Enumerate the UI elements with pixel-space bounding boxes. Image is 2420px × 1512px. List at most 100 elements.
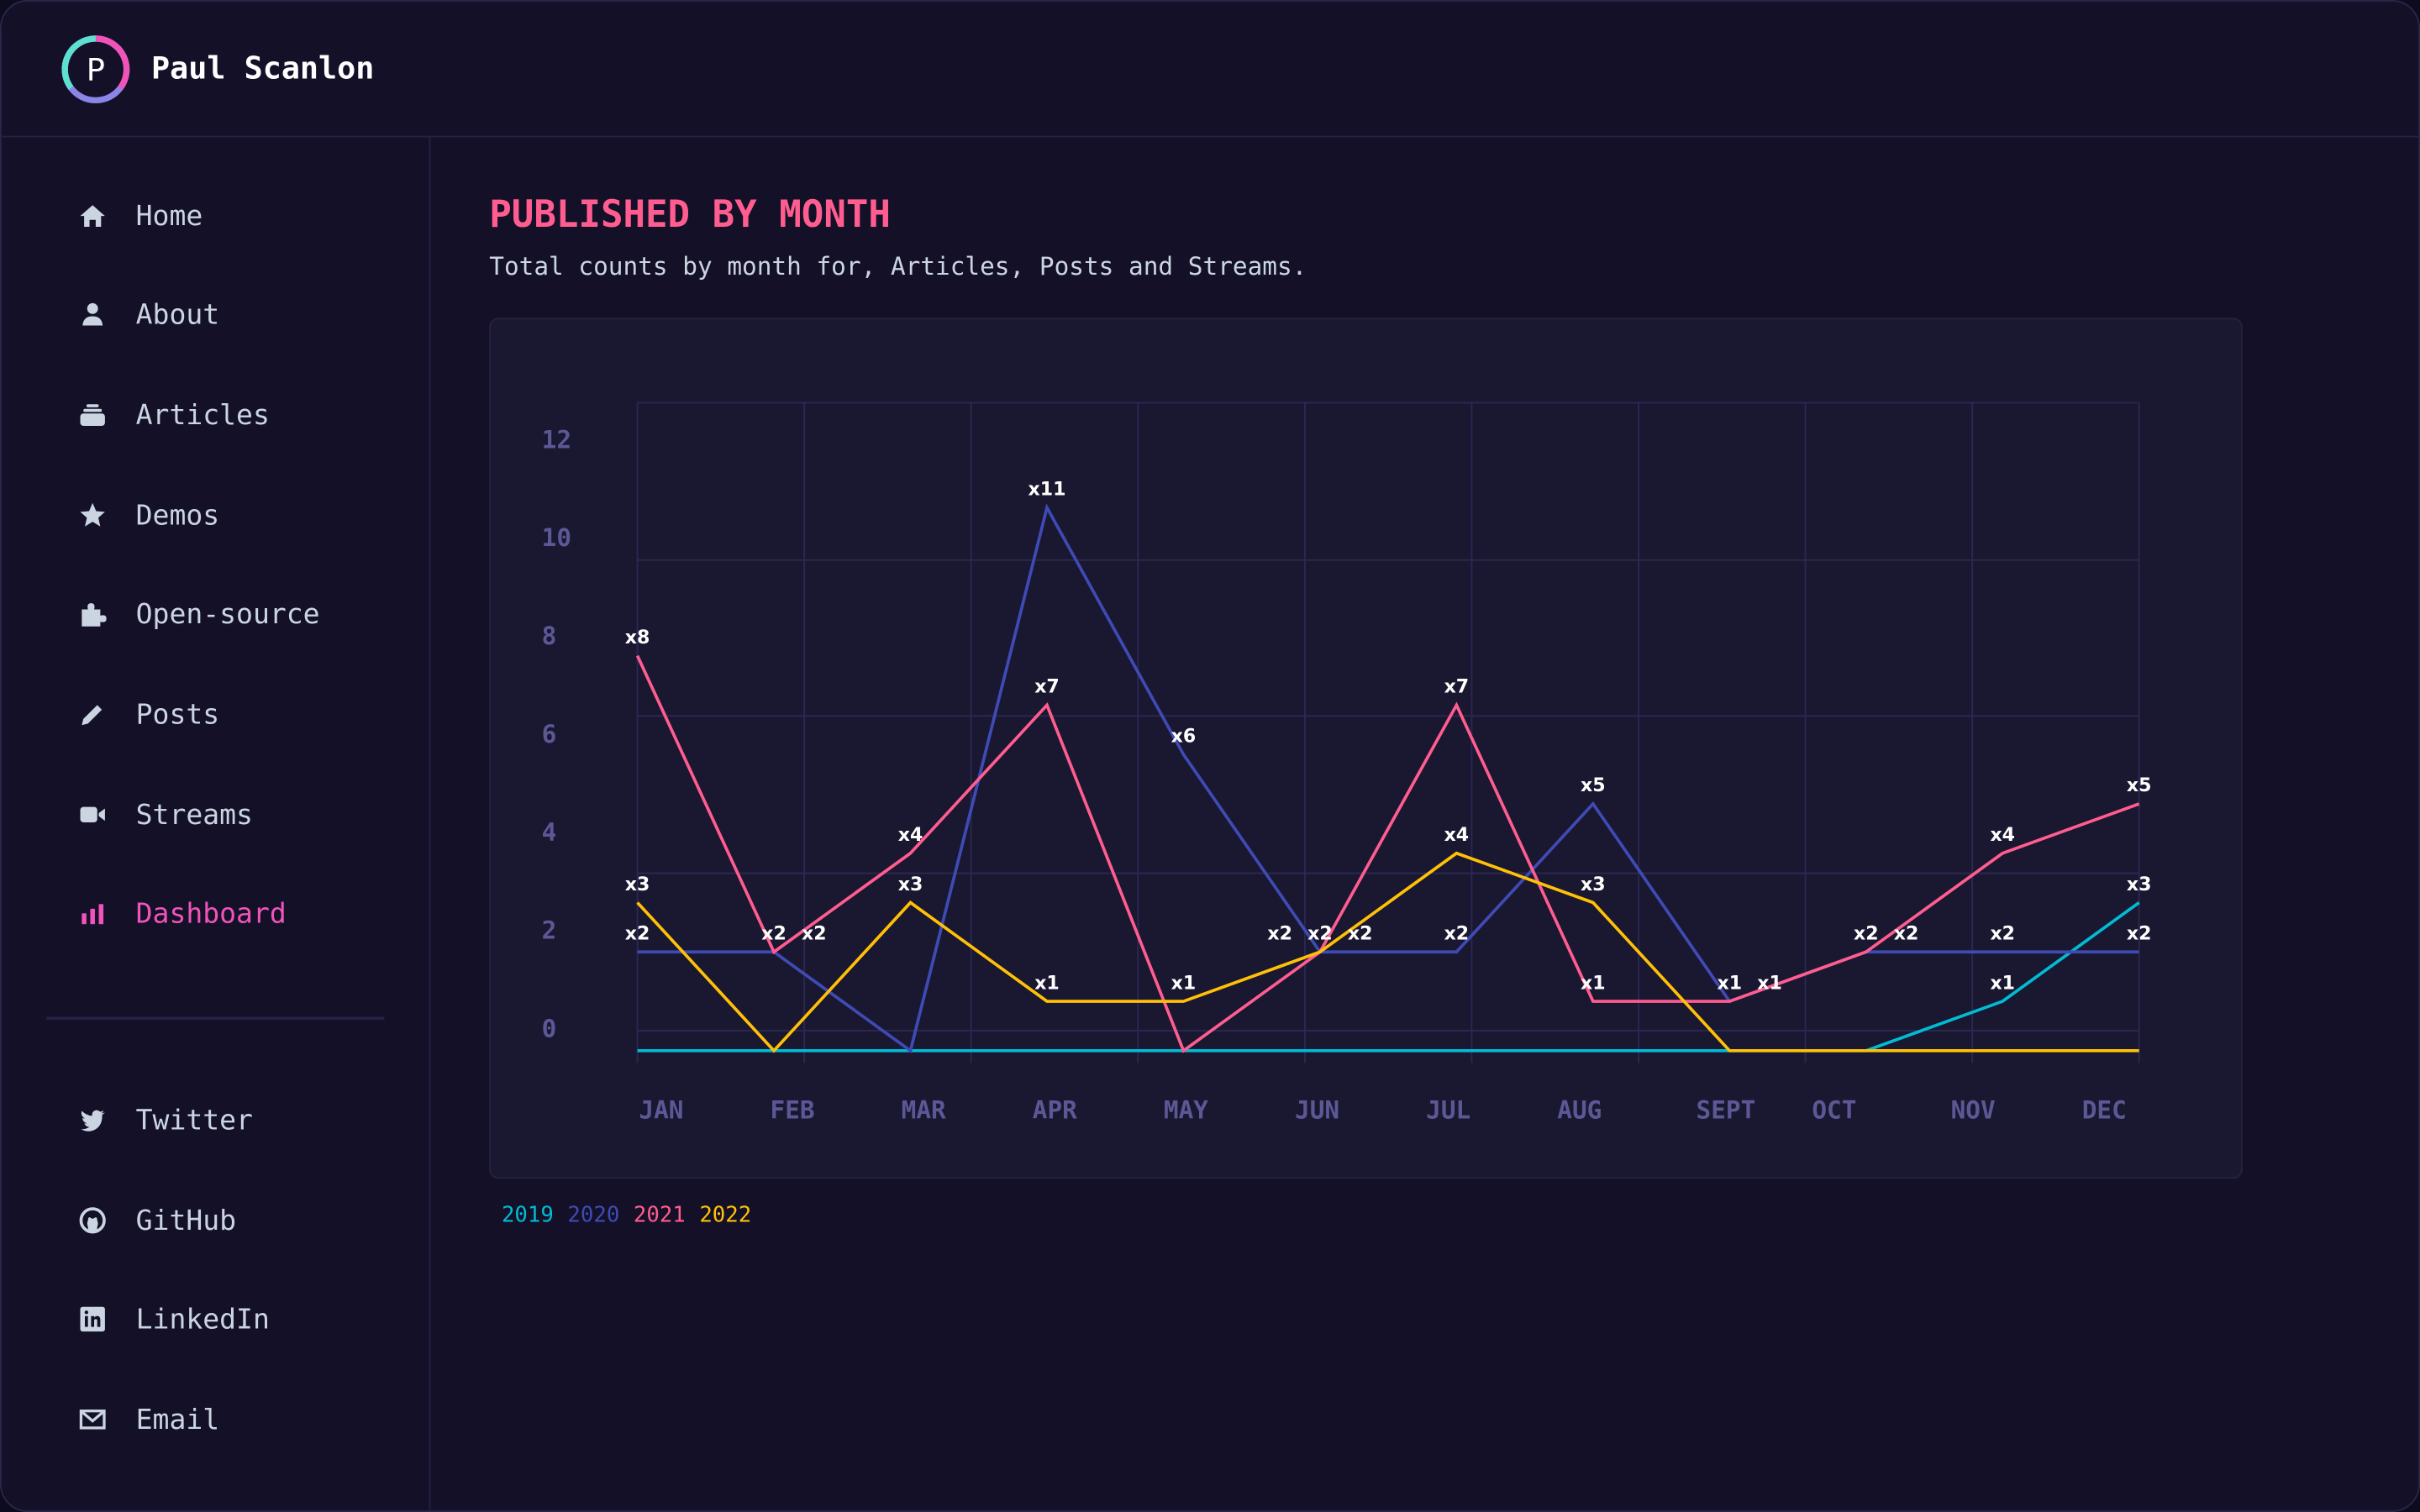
sidebar-item-label: Articles bbox=[135, 398, 270, 432]
x-tick-label: MAR bbox=[902, 1096, 946, 1125]
sidebar-item-label: Streams bbox=[135, 798, 253, 832]
data-label: x3 bbox=[2127, 874, 2152, 895]
series-line-2020 bbox=[637, 503, 2139, 1053]
data-label: x4 bbox=[1444, 825, 1470, 846]
sidebar-item-label: Email bbox=[135, 1403, 220, 1436]
brand-name[interactable]: Paul Scanlon bbox=[151, 49, 375, 87]
data-label: x2 bbox=[1267, 924, 1292, 945]
page-subtitle: Total counts by month for, Articles, Pos… bbox=[489, 251, 1307, 281]
data-label: x4 bbox=[1990, 825, 2015, 846]
sidebar-item-email[interactable]: Email bbox=[76, 1396, 219, 1442]
sidebar-item-label: Twitter bbox=[135, 1104, 253, 1137]
data-label: x2 bbox=[1348, 924, 1373, 945]
github-icon bbox=[76, 1204, 109, 1237]
data-label: x3 bbox=[625, 874, 650, 895]
data-label: x2 bbox=[1894, 924, 1919, 945]
sidebar-item-github[interactable]: GitHub bbox=[76, 1197, 236, 1243]
legend-2019[interactable]: 2019 bbox=[501, 1203, 554, 1229]
x-tick-label: JUL bbox=[1426, 1096, 1470, 1125]
header: P Paul Scanlon bbox=[1, 2, 2419, 138]
sidebar-item-label: About bbox=[135, 298, 220, 331]
sidebar-item-articles[interactable]: Articles bbox=[76, 392, 270, 438]
sidebar-item-about[interactable]: About bbox=[76, 291, 219, 338]
linkedin-icon bbox=[76, 1302, 109, 1336]
sidebar-item-label: Home bbox=[135, 199, 203, 233]
page-title: PUBLISHED BY MONTH bbox=[489, 192, 891, 237]
bar-chart-icon bbox=[76, 896, 109, 930]
twitter-icon bbox=[76, 1103, 109, 1137]
y-tick-label: 8 bbox=[542, 622, 557, 650]
sidebar-item-linkedin[interactable]: LinkedIn bbox=[76, 1296, 270, 1342]
logo-letter: P bbox=[87, 52, 105, 88]
x-tick-label: FEB bbox=[771, 1096, 815, 1125]
data-label: x2 bbox=[1854, 924, 1879, 945]
y-tick-label: 2 bbox=[542, 916, 557, 944]
stack-icon bbox=[76, 398, 109, 432]
video-icon bbox=[76, 798, 109, 832]
user-icon bbox=[76, 297, 109, 331]
data-label: x2 bbox=[2127, 924, 2152, 945]
data-label: x1 bbox=[1034, 973, 1060, 994]
x-tick-label: JUN bbox=[1295, 1096, 1339, 1125]
sidebar-item-label: Posts bbox=[135, 698, 220, 731]
data-label: x6 bbox=[1171, 726, 1197, 747]
legend-2020[interactable]: 2020 bbox=[567, 1203, 620, 1229]
home-icon bbox=[76, 199, 109, 233]
x-tick-label: OCT bbox=[1812, 1096, 1856, 1125]
sidebar-item-twitter[interactable]: Twitter bbox=[76, 1097, 253, 1143]
main-content: PUBLISHED BY MONTH Total counts by month… bbox=[489, 137, 2418, 1510]
data-label: x2 bbox=[1307, 924, 1333, 945]
sidebar-item-label: Open-source bbox=[135, 597, 320, 631]
x-tick-label: NOV bbox=[1951, 1096, 1996, 1125]
legend-2022[interactable]: 2022 bbox=[699, 1203, 752, 1229]
data-label: x8 bbox=[625, 627, 650, 648]
logo-icon[interactable]: P bbox=[60, 34, 131, 104]
sidebar-item-home[interactable]: Home bbox=[76, 193, 203, 239]
sidebar-item-posts[interactable]: Posts bbox=[76, 691, 219, 738]
y-tick-label: 6 bbox=[542, 720, 557, 748]
y-tick-label: 0 bbox=[542, 1014, 557, 1042]
data-label: x2 bbox=[802, 924, 827, 945]
x-tick-label: MAY bbox=[1164, 1096, 1208, 1125]
x-tick-label: AUG bbox=[1557, 1096, 1602, 1125]
puzzle-icon bbox=[76, 597, 109, 631]
data-label: x1 bbox=[1718, 973, 1743, 994]
series-line-2019 bbox=[637, 901, 2140, 1053]
x-tick-label: SEPT bbox=[1697, 1096, 1756, 1125]
data-label: x2 bbox=[1990, 924, 2015, 945]
series-line-2022 bbox=[636, 851, 2139, 1053]
data-label: x3 bbox=[1581, 874, 1606, 895]
sidebar-item-label: LinkedIn bbox=[135, 1303, 270, 1336]
sidebar-item-dashboard[interactable]: Dashboard bbox=[76, 890, 287, 937]
y-tick-label: 10 bbox=[542, 523, 571, 552]
sidebar: Home About Articles Demos Open-source Po… bbox=[2, 137, 431, 1511]
data-label: x4 bbox=[898, 825, 923, 846]
data-label: x1 bbox=[1990, 973, 2015, 994]
x-tick-label: JAN bbox=[639, 1096, 683, 1125]
sidebar-item-open-source[interactable]: Open-source bbox=[76, 591, 320, 637]
line-chart: 12 10 8 6 4 2 0 JAN FEB MAR APR MAY JUN JUL AUG SEPT OCT… bbox=[542, 402, 2152, 1125]
sidebar-divider bbox=[46, 1016, 385, 1021]
y-tick-label: 12 bbox=[542, 425, 571, 454]
data-label: x2 bbox=[1444, 924, 1470, 945]
legend-2021[interactable]: 2021 bbox=[633, 1203, 686, 1229]
data-label: x2 bbox=[625, 924, 650, 945]
pencil-icon bbox=[76, 697, 109, 731]
data-label: x1 bbox=[1581, 973, 1606, 994]
chart-legend: 2019 2020 2021 2022 bbox=[502, 1204, 751, 1228]
x-tick-label: DEC bbox=[2082, 1096, 2127, 1125]
data-label: x11 bbox=[1028, 480, 1066, 501]
data-label: x7 bbox=[1444, 677, 1470, 698]
star-icon bbox=[76, 498, 109, 532]
series-line-2021 bbox=[635, 654, 2140, 1053]
data-label: x3 bbox=[898, 874, 923, 895]
x-tick-label: APR bbox=[1033, 1096, 1077, 1125]
data-label: x7 bbox=[1034, 677, 1060, 698]
mail-icon bbox=[76, 1403, 109, 1436]
chart-panel bbox=[489, 318, 2243, 1179]
data-label: x5 bbox=[2127, 775, 2152, 796]
sidebar-item-demos[interactable]: Demos bbox=[76, 492, 219, 538]
y-tick-label: 4 bbox=[542, 818, 557, 847]
sidebar-item-streams[interactable]: Streams bbox=[76, 791, 253, 837]
